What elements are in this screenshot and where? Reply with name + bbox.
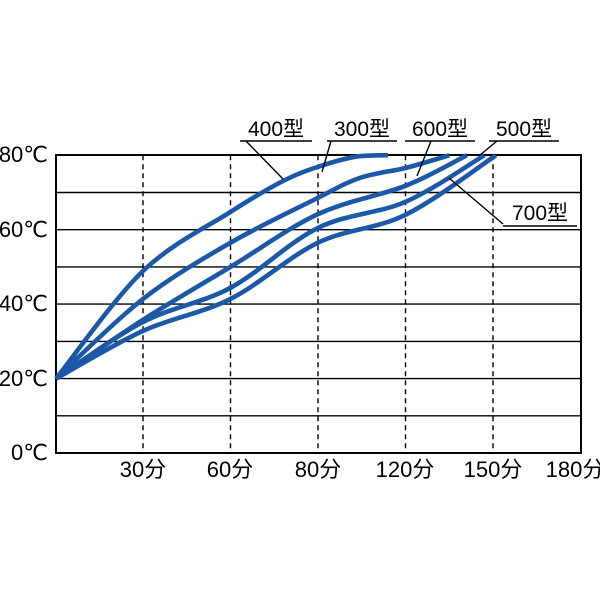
x-tick-180: 180分 [546, 457, 600, 482]
y-tick-20: 20℃ [0, 366, 48, 391]
curve-500型 [54, 153, 486, 381]
plot-border [55, 154, 582, 454]
series-label-600: 600型 [412, 118, 468, 141]
leader-600 [416, 140, 432, 177]
curve-700型 [54, 153, 498, 381]
y-tick-40: 40℃ [0, 291, 48, 316]
y-tick-80: 80℃ [0, 142, 48, 167]
x-tick-60: 60分 [207, 457, 253, 482]
series-label-400: 400型 [248, 118, 304, 141]
y-tick-0: 0℃ [11, 440, 48, 465]
curve-400型 [54, 153, 389, 381]
leader-300 [321, 140, 332, 173]
leader-700 [448, 177, 504, 225]
x-tick-80: 80分 [295, 457, 341, 482]
series-curves [54, 153, 498, 381]
leader-500 [479, 140, 498, 156]
y-tick-60: 60℃ [0, 217, 48, 242]
curve-300型 [54, 153, 450, 381]
callout-leader-lines [245, 140, 504, 225]
series-label-500: 500型 [496, 118, 552, 141]
callout-labels: 400型 300型 600型 500型 700型 [240, 118, 577, 227]
x-axis-labels: 30分 60分 80分 120分 150分 180分 [120, 457, 600, 482]
x-tick-150: 150分 [464, 457, 523, 482]
y-axis-labels: 80℃ 60℃ 40℃ 20℃ 0℃ [0, 142, 48, 465]
series-label-700: 700型 [512, 202, 568, 225]
x-tick-30: 30分 [120, 457, 166, 482]
leader-400 [245, 140, 284, 180]
series-label-300: 300型 [334, 118, 390, 141]
x-tick-120: 120分 [376, 457, 435, 482]
dashed-tick-lines [142, 155, 494, 453]
